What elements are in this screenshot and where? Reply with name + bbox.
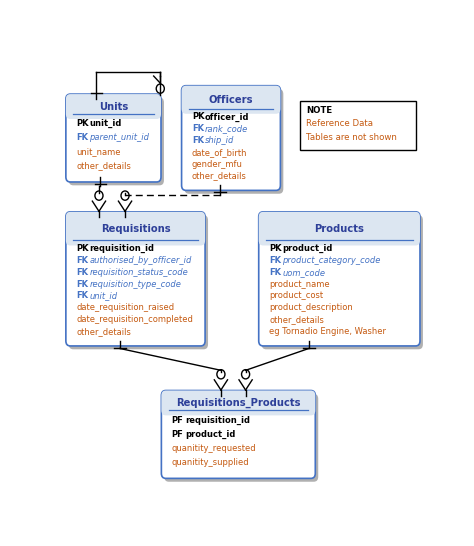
Text: Units: Units (99, 102, 128, 111)
Text: product_id: product_id (185, 430, 235, 438)
Text: other_details: other_details (76, 161, 131, 170)
Text: PK: PK (76, 119, 89, 128)
Text: unit_name: unit_name (76, 147, 121, 156)
Text: product_description: product_description (269, 303, 353, 312)
Text: requisition_status_code: requisition_status_code (90, 268, 188, 277)
Text: Officers: Officers (209, 95, 253, 105)
FancyBboxPatch shape (184, 89, 283, 194)
Text: unit_id: unit_id (90, 119, 122, 128)
FancyBboxPatch shape (69, 98, 164, 185)
FancyBboxPatch shape (161, 390, 315, 478)
FancyBboxPatch shape (164, 394, 318, 482)
Text: product_id: product_id (282, 244, 333, 253)
Text: date_of_birth: date_of_birth (192, 148, 247, 157)
Text: product_name: product_name (269, 280, 329, 289)
Text: product_category_code: product_category_code (282, 256, 381, 265)
Text: product_cost: product_cost (269, 292, 323, 300)
FancyBboxPatch shape (69, 215, 208, 349)
Bar (166, 403, 311, 411)
Bar (70, 229, 201, 240)
Text: date_requisition_raised: date_requisition_raised (76, 303, 174, 312)
Text: authorised_by_officer_id: authorised_by_officer_id (90, 256, 192, 265)
Text: Products: Products (314, 224, 365, 234)
Bar (300, 101, 416, 150)
FancyBboxPatch shape (66, 94, 161, 182)
Text: other_details: other_details (76, 327, 131, 336)
Text: uom_code: uom_code (282, 268, 325, 277)
Text: requisition_id: requisition_id (90, 244, 155, 253)
Text: PK: PK (76, 244, 89, 253)
Text: PK: PK (269, 244, 282, 253)
Text: FK: FK (192, 124, 204, 133)
Text: FK: FK (76, 268, 88, 277)
Text: rank_code: rank_code (205, 124, 248, 133)
Text: FK: FK (76, 280, 88, 289)
Text: ship_id: ship_id (205, 136, 235, 145)
Text: other_details: other_details (269, 315, 324, 324)
Text: quanitity_supplied: quanitity_supplied (172, 458, 249, 467)
Text: PF: PF (172, 416, 183, 425)
Text: date_requisition_completed: date_requisition_completed (76, 315, 193, 324)
Text: Tables are not shown: Tables are not shown (307, 133, 397, 142)
Text: FK: FK (76, 292, 88, 300)
FancyBboxPatch shape (161, 390, 315, 416)
Text: FK: FK (269, 268, 281, 277)
FancyBboxPatch shape (66, 212, 205, 346)
FancyBboxPatch shape (182, 86, 281, 114)
FancyBboxPatch shape (66, 212, 205, 246)
Text: unit_id: unit_id (90, 292, 118, 300)
Text: PF: PF (172, 430, 183, 438)
FancyBboxPatch shape (259, 212, 420, 246)
FancyBboxPatch shape (66, 94, 161, 119)
Text: parent_unit_id: parent_unit_id (90, 133, 149, 142)
Text: quanitity_requested: quanitity_requested (172, 444, 256, 453)
Bar (186, 100, 276, 109)
Text: FK: FK (76, 256, 88, 265)
Text: requisition_id: requisition_id (185, 416, 250, 425)
Text: Reference Data: Reference Data (307, 120, 374, 128)
Text: Requisitions: Requisitions (100, 224, 170, 234)
FancyBboxPatch shape (262, 215, 423, 349)
Text: FK: FK (192, 136, 204, 145)
Text: gender_mfu: gender_mfu (192, 159, 243, 169)
Text: requisition_type_code: requisition_type_code (90, 280, 181, 289)
Text: Requisitions_Products: Requisitions_Products (176, 398, 301, 408)
FancyBboxPatch shape (259, 212, 420, 346)
Text: NOTE: NOTE (307, 106, 333, 115)
Text: eg Tornadio Engine, Washer: eg Tornadio Engine, Washer (269, 327, 386, 336)
FancyBboxPatch shape (182, 86, 281, 191)
Text: other_details: other_details (192, 171, 247, 180)
Bar (263, 229, 416, 240)
Text: FK: FK (76, 133, 88, 142)
Text: PK: PK (192, 112, 204, 121)
Bar (70, 106, 156, 114)
Text: FK: FK (269, 256, 281, 265)
Text: officer_id: officer_id (205, 112, 250, 122)
